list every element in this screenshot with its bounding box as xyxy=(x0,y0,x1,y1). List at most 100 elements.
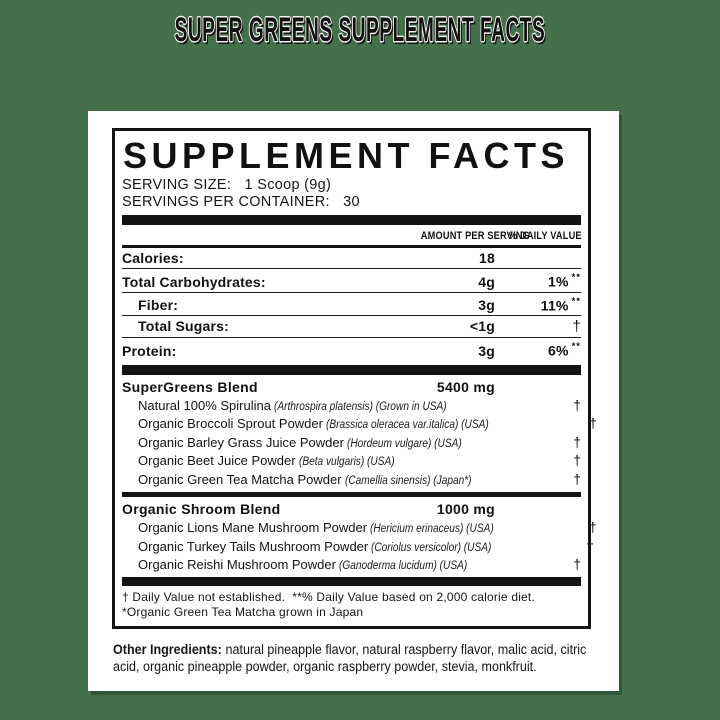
ingredient-name: Organic Lions Mane Mushroom Powder xyxy=(138,520,368,536)
nutrient-row: Fiber: 3g 11% ** xyxy=(122,291,581,316)
ingredient-row: Organic Barley Grass Juice Powder (Hordeu… xyxy=(122,434,581,453)
nutrients-table: Calories: 18 Total Carbohydrates: 4g 1% ** Fib… xyxy=(122,248,581,361)
ingredient-scientific-name: (Coriolus versicolor) (USA) xyxy=(371,541,492,554)
ingredient-scientific-name: (Arthrospira platensis) (Grown in USA) xyxy=(273,400,447,413)
page-title: SUPER GREENS SUPPLEMENT FACTS xyxy=(0,10,720,57)
daily-value-asterisks: ** xyxy=(571,295,581,307)
nutrient-name: Total Carbohydrates: xyxy=(122,273,266,290)
blend-header-row: Organic Shroom Blend 1000 mg xyxy=(122,500,581,519)
nutrient-amount: 3g xyxy=(478,342,495,359)
ingredient-name-cell: Organic Lions Mane Mushroom Powder (Heric… xyxy=(138,520,511,538)
ingredient-daily-value: † xyxy=(589,415,597,432)
nutrient-daily-value: 6% ** xyxy=(495,339,581,360)
ingredient-scientific-name: (Ganoderma lucidum) (USA) xyxy=(338,560,468,573)
blends-section: SuperGreens Blend 5400 mg Natural 100% Spi… xyxy=(122,378,597,575)
footnote-matcha-origin: *Organic Green Tea Matcha grown in Japan xyxy=(122,605,364,620)
daily-value-column-header: % DAILY VALUE xyxy=(495,228,582,243)
serving-size-value: 1 Scoop (9g) xyxy=(244,177,332,193)
ingredient-name-cell: Organic Beet Juice Powder (Beta vulgaris)… xyxy=(138,453,495,471)
nutrient-row: Total Carbohydrates: 4g 1% ** xyxy=(122,268,581,292)
servings-per-container-line: SERVINGS PER CONTAINER: 30 xyxy=(122,194,581,211)
daily-value-asterisks: ** xyxy=(571,272,581,283)
nutrient-daily-value: 1% ** xyxy=(495,270,581,291)
ingredient-scientific-name: (Hordeum vulgare) (USA) xyxy=(346,437,462,450)
footnote-daily-value: † Daily Value not established. **% Daily… xyxy=(122,589,535,604)
amount-column-header-text: AMOUNT PER SERVING xyxy=(420,230,530,242)
ingredient-row: Organic Turkey Tails Mushroom Powder (Cor… xyxy=(122,538,594,557)
ingredient-row: Organic Beet Juice Powder (Beta vulgaris)… xyxy=(122,452,581,471)
ingredient-name: Natural 100% Spirulina xyxy=(138,397,271,413)
daily-value-text: 6% xyxy=(547,342,569,359)
ingredient-daily-value: † xyxy=(573,396,581,413)
nutrient-name: Total Sugars: xyxy=(138,318,230,335)
amount-column-header: AMOUNT PER SERVING xyxy=(400,228,530,243)
label-card: SUPPLEMENT FACTS SERVING SIZE: 1 Scoop (… xyxy=(88,111,619,691)
ingredient-name: Organic Barley Grass Juice Powder xyxy=(138,434,344,450)
ingredient-name: Organic Broccoli Sprout Powder xyxy=(138,416,323,432)
daily-value-text: 11% xyxy=(540,297,569,314)
ingredient-daily-value: † xyxy=(588,519,597,536)
blend-amount: 5400 mg xyxy=(436,378,495,395)
servings-per-container-label: SERVINGS PER CONTAINER: xyxy=(122,194,330,210)
ingredient-name-cell: Natural 100% Spirulina (Arthrospira plate… xyxy=(138,398,495,416)
other-ingredients-text: natural pineapple flavor, natural raspbe… xyxy=(113,641,587,675)
daily-value-column-header-text: % DAILY VALUE xyxy=(508,230,582,242)
daily-value-text: 1% xyxy=(547,273,569,290)
ingredient-name: Organic Reishi Mushroom Powder xyxy=(138,557,336,573)
nutrient-row: Total Sugars: <1g † xyxy=(122,315,581,337)
ingredient-row: Organic Broccoli Sprout Powder (Brassica … xyxy=(122,415,597,434)
ingredient-daily-value: † xyxy=(586,537,594,554)
ingredient-name: Organic Green Tea Matcha Powder xyxy=(138,471,342,487)
daily-value-asterisks: ** xyxy=(571,341,581,353)
nutrient-row: Protein: 3g 6% ** xyxy=(122,337,581,361)
ingredient-daily-value: † xyxy=(573,556,581,573)
supplement-facts-heading: SUPPLEMENT FACTS xyxy=(123,135,570,176)
ingredient-name-cell: Organic Turkey Tails Mushroom Powder (Cor… xyxy=(138,539,508,557)
nutrient-amount: 4g xyxy=(478,273,495,290)
ingredient-name-cell: Organic Green Tea Matcha Powder (Camellia… xyxy=(138,472,495,490)
other-ingredients-label: Other Ingredients: xyxy=(113,641,222,657)
ingredient-row: Organic Reishi Mushroom Powder (Ganoderma… xyxy=(122,556,581,575)
supplement-facts-panel: SUPPLEMENT FACTS SERVING SIZE: 1 Scoop (… xyxy=(112,128,597,629)
ingredient-scientific-name: (Hericium erinaceus) (USA) xyxy=(370,523,494,536)
bottom-divider-bar xyxy=(122,576,581,586)
top-divider-bar xyxy=(122,215,581,225)
blend-name: SuperGreens Blend xyxy=(122,378,258,395)
header-divider-bar xyxy=(122,245,581,248)
nutrients-divider-bar xyxy=(122,364,581,375)
ingredient-name-cell: Organic Barley Grass Juice Powder (Hordeu… xyxy=(138,435,495,453)
serving-size-label: SERVING SIZE: xyxy=(122,177,232,193)
blend-header-row: SuperGreens Blend 5400 mg xyxy=(122,378,581,397)
nutrient-daily-value: 11% ** xyxy=(495,294,581,315)
nutrient-amount: 18 xyxy=(479,250,495,266)
column-headers-row: AMOUNT PER SERVING % DAILY VALUE xyxy=(122,225,582,245)
servings-per-container-value: 30 xyxy=(343,194,360,210)
nutrient-amount: 3g xyxy=(478,297,495,314)
serving-size-line: SERVING SIZE: 1 Scoop (9g) xyxy=(122,177,581,194)
blend-divider-bar xyxy=(122,492,581,498)
ingredient-scientific-name: (Brassica oleracea var.italica) (USA) xyxy=(325,419,489,432)
other-ingredients: Other Ingredients: natural pineapple flav… xyxy=(113,641,590,676)
nutrient-name: Calories: xyxy=(122,250,184,266)
ingredient-scientific-name: (Camellia sinensis) (Japan*) xyxy=(344,474,472,487)
nutrient-name: Fiber: xyxy=(138,297,179,314)
ingredient-row: Organic Lions Mane Mushroom Powder (Heric… xyxy=(122,519,597,538)
ingredient-daily-value: † xyxy=(573,470,581,487)
ingredient-daily-value: † xyxy=(573,433,581,450)
ingredient-name: Organic Beet Juice Powder xyxy=(138,453,296,469)
nutrient-row: Calories: 18 xyxy=(122,248,581,268)
footnotes: † Daily Value not established. **% Daily… xyxy=(122,590,581,621)
blend-amount: 1000 mg xyxy=(436,501,495,518)
ingredient-daily-value: † xyxy=(573,452,581,469)
ingredient-name-cell: Organic Broccoli Sprout Powder (Brassica … xyxy=(138,416,511,434)
ingredient-name-cell: Organic Reishi Mushroom Powder (Ganoderma… xyxy=(138,557,495,575)
nutrient-amount: <1g xyxy=(469,318,495,335)
ingredient-name: Organic Turkey Tails Mushroom Powder xyxy=(138,538,369,554)
page-title-text: SUPER GREENS SUPPLEMENT FACTS xyxy=(174,11,546,49)
blend-name: Organic Shroom Blend xyxy=(122,501,281,518)
ingredient-row: Organic Green Tea Matcha Powder (Camellia… xyxy=(122,471,581,490)
nutrient-daily-value: † xyxy=(495,317,581,336)
ingredient-row: Natural 100% Spirulina (Arthrospira plate… xyxy=(122,397,581,416)
ingredient-scientific-name: (Beta vulgaris) (USA) xyxy=(298,456,395,469)
daily-value-text: † xyxy=(572,318,581,336)
